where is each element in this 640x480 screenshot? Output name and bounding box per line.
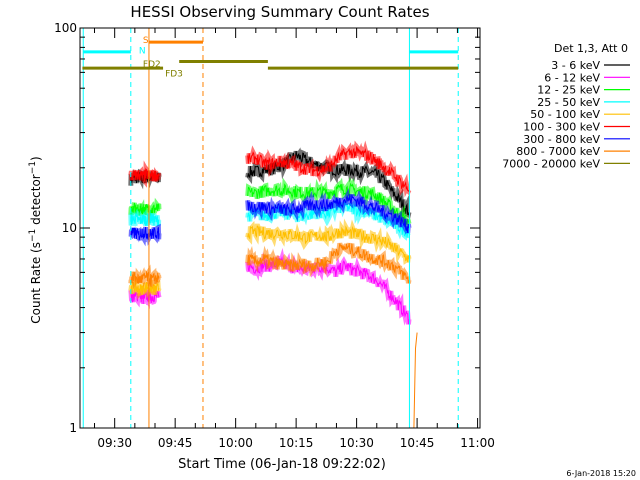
y-axis: 1 10 100 <box>54 21 480 435</box>
legend-label: 800 - 7000 keV <box>516 145 600 158</box>
series-band <box>245 242 412 284</box>
y-tick-label: 1 <box>69 421 77 435</box>
series-band <box>128 208 162 228</box>
y-tick-label: 10 <box>62 221 77 235</box>
legend-label: 7000 - 20000 keV <box>502 157 600 170</box>
flag-label: N <box>139 47 146 57</box>
y-tick-label: 100 <box>54 21 77 35</box>
legend-label: 12 - 25 keV <box>537 84 600 97</box>
x-tick-label: 10:30 <box>339 436 374 450</box>
legend-label: 100 - 300 keV <box>523 121 600 134</box>
flag-label: FD2 <box>143 60 161 70</box>
footer-timestamp: 6-Jan-2018 15:20 <box>566 469 636 478</box>
y-axis-label: Count Rate (s−1 detector−1) <box>28 156 43 323</box>
flag-label: S <box>143 36 149 46</box>
series-band <box>245 140 412 198</box>
plot-area <box>128 140 418 429</box>
series-band <box>128 160 162 188</box>
series-band <box>245 218 412 265</box>
x-tick-label: 10:15 <box>279 436 314 450</box>
legend-label: 50 - 100 keV <box>530 108 600 121</box>
x-tick-label: 09:30 <box>97 436 132 450</box>
series-band <box>128 223 162 247</box>
x-axis-label: Start Time (06-Jan-18 09:22:02) <box>178 457 386 472</box>
x-axis: 09:30 09:45 10:00 10:15 10:30 10:45 11:00 <box>94 28 495 450</box>
series-band <box>128 264 162 290</box>
x-tick-label: 10:00 <box>218 436 253 450</box>
tail-trace <box>413 332 418 429</box>
x-tick-label: 10:45 <box>400 436 435 450</box>
chart-title: HESSI Observing Summary Count Rates <box>130 3 429 21</box>
legend-label: 3 - 6 keV <box>551 59 600 72</box>
series-band <box>245 187 412 235</box>
x-tick-label: 11:00 <box>460 436 495 450</box>
legend-label: 25 - 50 keV <box>537 96 600 109</box>
legend-label: 300 - 800 keV <box>523 133 600 146</box>
legend-title: Det 1,3, Att 0 <box>554 42 628 55</box>
flag-label: FD3 <box>165 69 183 79</box>
legend-label: 6 - 12 keV <box>544 71 600 84</box>
x-tick-label: 09:45 <box>158 436 193 450</box>
